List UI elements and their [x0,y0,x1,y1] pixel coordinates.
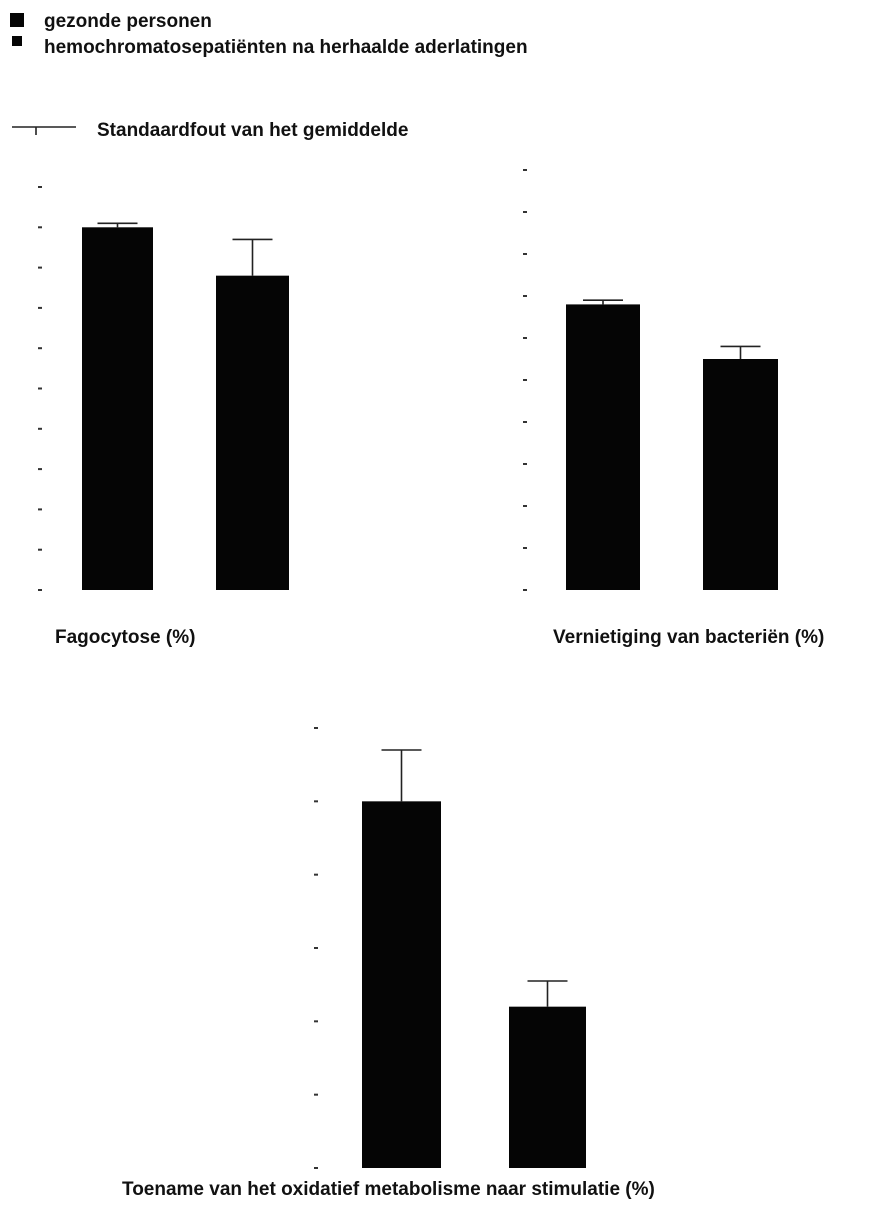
chart-title: Fagocytose (%) [55,627,195,648]
chart-fagocytose: Fagocytose (%) [38,186,289,648]
y-tick-mark [38,347,42,350]
y-tick-mark [38,468,42,471]
y-tick-mark [314,800,318,803]
y-tick-mark [314,1093,318,1096]
legend-label-healthy: gezonde personen [44,11,212,32]
error-bar-legend-icon [12,126,76,135]
chart-oxidatief-metabolisme: Toename van het oxidatief metabolisme na… [122,727,655,1200]
bar-gezonde-personen [362,801,441,1168]
y-tick-mark [523,589,527,591]
y-tick-mark [314,727,318,729]
y-tick-mark [38,387,42,390]
legend: gezonde personen hemochromatosepatiënten… [10,11,528,141]
chart-title: Vernietiging van bacteriën (%) [553,627,824,648]
y-tick-mark [314,873,318,876]
y-tick-mark [523,547,527,549]
y-tick-mark [523,169,527,171]
error-bar [583,299,623,305]
chart-title: Toename van het oxidatief metabolisme na… [122,1179,655,1200]
legend-label-error: Standaardfout van het gemiddelde [97,120,408,141]
y-tick-mark [38,306,42,309]
y-tick-mark [523,505,527,507]
chart-vernietiging: Vernietiging van bacteriën (%) [523,169,824,648]
y-tick-mark [523,337,527,339]
y-tick-mark [38,186,42,188]
error-bar [527,980,568,1007]
y-tick-mark [523,421,527,423]
bar-hemochromatose-patienten [216,275,289,590]
y-tick-mark [38,226,42,229]
bar-gezonde-personen [82,227,153,591]
bar-hemochromatose-patienten [703,359,778,590]
y-tick-mark [38,548,42,551]
y-tick-mark [523,295,527,297]
legend-swatch-patients [12,36,22,46]
y-tick-mark [523,253,527,255]
y-tick-mark [38,508,42,511]
error-bar [97,222,138,228]
error-bar [720,345,761,359]
error-bar [232,238,273,276]
bar-gezonde-personen [566,304,640,590]
legend-swatch-healthy [10,13,24,27]
y-tick-mark [38,589,42,591]
error-bar [381,749,422,802]
y-tick-mark [523,379,527,381]
legend-label-patients: hemochromatosepatiënten na herhaalde ade… [44,37,528,58]
y-tick-mark [314,947,318,949]
bar-hemochromatose-patienten [509,1006,586,1168]
y-tick-mark [314,1167,318,1169]
y-tick-mark [314,1020,318,1023]
y-tick-mark [38,266,42,269]
y-tick-mark [523,463,527,465]
y-tick-mark [523,211,527,213]
y-tick-mark [38,427,42,430]
